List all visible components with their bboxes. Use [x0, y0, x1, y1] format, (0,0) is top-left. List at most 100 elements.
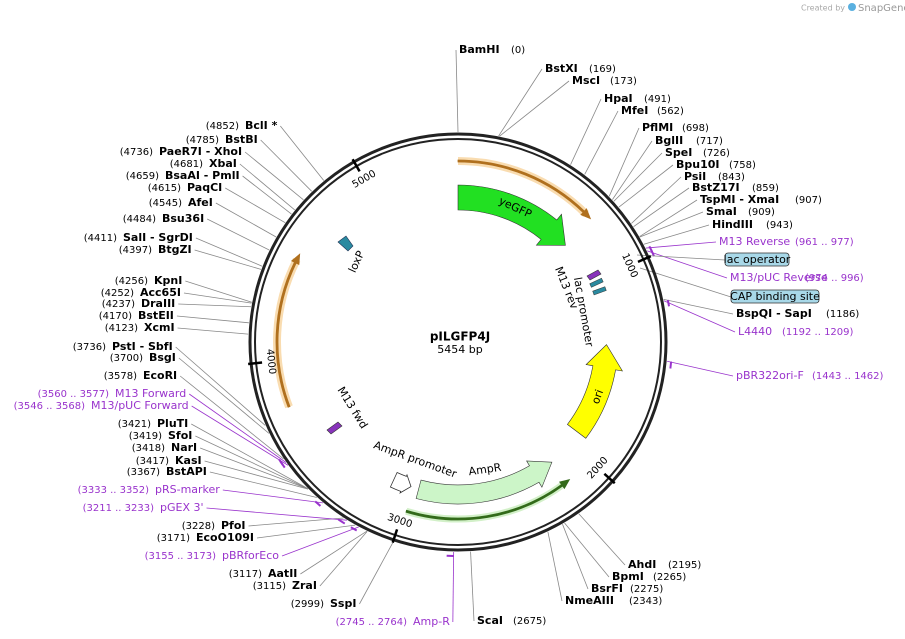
enzyme-name: MfeI	[621, 104, 648, 117]
enzyme-position: (726)	[703, 148, 730, 159]
enzyme-name: BstEII	[138, 309, 174, 322]
enzyme-name: PluTI	[157, 417, 188, 430]
enzyme-position: (909)	[748, 207, 775, 218]
enzyme-name: EcoO109I	[196, 531, 254, 544]
site-box	[724, 252, 790, 267]
feature-ampr-promoter	[389, 471, 412, 494]
feature-loxp	[337, 235, 354, 252]
enzyme-name: PfoI	[221, 519, 246, 532]
leader-line	[639, 211, 704, 238]
leader-line	[248, 517, 344, 527]
leader-line	[256, 524, 356, 539]
leader-line	[608, 127, 640, 197]
primer-name: M13/pUC Reverse	[730, 271, 828, 284]
enzyme-name: XbaI	[209, 157, 237, 170]
enzyme-position: (698)	[682, 123, 709, 134]
scale-tick	[391, 528, 399, 544]
leader-line	[191, 405, 289, 466]
leader-line	[498, 68, 543, 137]
enzyme-position: (4397)	[119, 245, 152, 256]
leader-line	[195, 435, 308, 490]
scale-tick	[351, 158, 361, 172]
leaders	[175, 49, 736, 623]
enzyme-position: (717)	[696, 136, 723, 147]
primer-range: (3546 .. 3568)	[14, 401, 86, 412]
enzyme-position: (943)	[766, 220, 793, 231]
enzyme-position: (3417)	[136, 456, 169, 467]
primer-name: L4440	[738, 325, 772, 338]
primer-name: pBR322ori-F	[736, 369, 804, 382]
site-label: lac operator	[724, 253, 791, 266]
leader-line	[206, 218, 270, 251]
leader-line	[636, 254, 726, 261]
enzyme-name: Bpu10I	[676, 158, 720, 171]
scale-label: 5000	[351, 168, 379, 190]
enzyme-position: (3117)	[229, 569, 262, 580]
enzyme-position: (2195)	[668, 560, 701, 571]
leader-line	[613, 152, 663, 202]
enzyme-position: (173)	[610, 76, 637, 87]
enzyme-name: EcoRI	[143, 369, 177, 382]
enzyme-position: (3421)	[118, 419, 151, 430]
enzyme-position: (4852)	[206, 121, 239, 132]
enzyme-name: BstBI	[225, 133, 258, 146]
leader-line	[547, 531, 563, 602]
enzyme-position: (1186)	[826, 309, 859, 320]
created-by: Created by	[801, 4, 845, 13]
enzyme-name: PaqCI	[187, 181, 222, 194]
leader-line	[194, 249, 262, 270]
primer-range: (1192 .. 1209)	[782, 327, 854, 338]
leader-line	[319, 531, 368, 587]
leader-line	[204, 460, 309, 490]
feature-label: AmpR	[468, 461, 503, 478]
leader-line	[584, 110, 619, 175]
enzyme-name: MscI	[572, 74, 600, 87]
enzyme-position: (2275)	[630, 584, 663, 595]
enzyme-name: Bsu36I	[162, 212, 204, 225]
leader-line	[209, 471, 317, 498]
enzyme-name: XcmI	[144, 321, 175, 334]
enzyme-name: Acc65I	[140, 286, 181, 299]
enzyme-position: (3228)	[182, 521, 215, 532]
enzyme-name: SmaI	[706, 205, 737, 218]
enzyme-position: (4123)	[105, 323, 138, 334]
leader-line	[185, 280, 252, 303]
enzyme-position: (3736)	[73, 342, 106, 353]
feature-label: ori	[589, 388, 606, 406]
enzyme-position: (3171)	[157, 533, 190, 544]
enzyme-position: (0)	[511, 45, 525, 56]
leader-line	[300, 530, 368, 575]
enzyme-name: BglII	[655, 134, 683, 147]
enzyme-position: (4615)	[148, 183, 181, 194]
leader-line	[612, 140, 653, 200]
primer-name: pBRforEco	[222, 549, 279, 562]
enzyme-name: ScaI	[477, 614, 503, 627]
leader-line	[618, 164, 674, 208]
enzyme-name: ZraI	[292, 579, 317, 592]
orf-arrow	[405, 478, 571, 521]
primer-mark	[314, 500, 322, 507]
enzyme-name: HpaI	[604, 92, 633, 105]
enzyme-name: SpeI	[665, 146, 692, 159]
leader-line	[175, 346, 266, 426]
enzyme-position: (4681)	[170, 159, 203, 170]
enzyme-position: (4256)	[115, 276, 148, 287]
enzyme-position: (4545)	[149, 198, 182, 209]
feature-yegfp	[457, 184, 566, 246]
leader-line	[633, 187, 690, 228]
enzyme-position: (3578)	[104, 371, 137, 382]
leader-line	[645, 241, 717, 249]
enzyme-position: (3700)	[110, 353, 143, 364]
leader-line	[562, 524, 589, 590]
leader-line	[178, 303, 251, 308]
feature-ampr	[415, 460, 553, 505]
enzyme-name: BpmI	[612, 570, 644, 583]
leader-line	[183, 292, 252, 304]
leader-line	[178, 357, 270, 434]
primer-range: (3560 .. 3577)	[38, 389, 110, 400]
leader-line	[639, 199, 698, 237]
enzyme-position: (4736)	[120, 147, 153, 158]
leader-line	[280, 125, 325, 181]
enzyme-position: (4237)	[102, 299, 135, 310]
primer-name: pGEX 3'	[160, 501, 204, 514]
